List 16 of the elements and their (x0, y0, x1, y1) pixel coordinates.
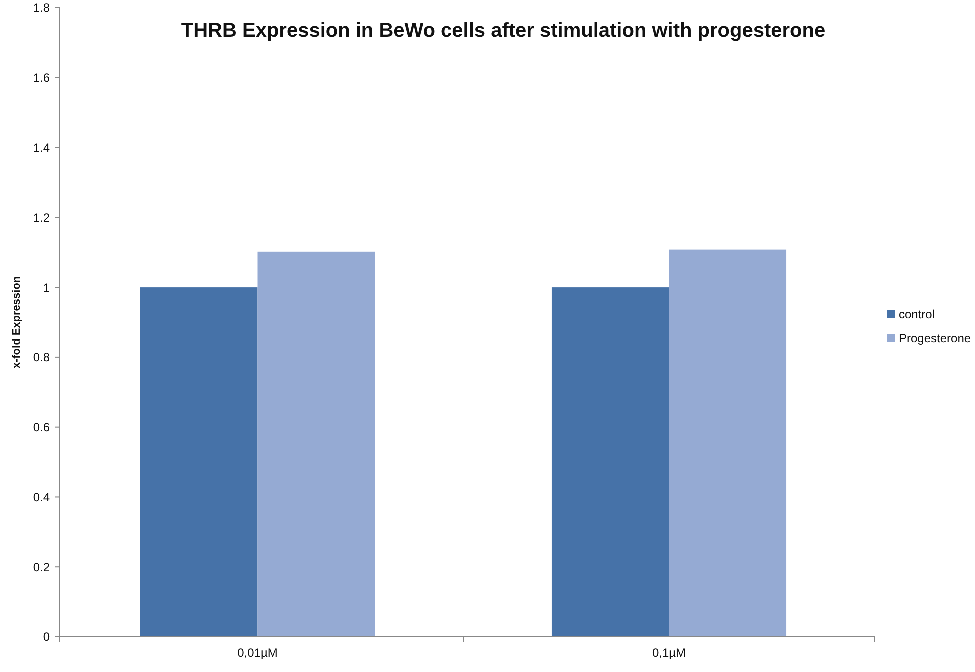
text: THRB Expression in BeWo cells after stimulation with progesterone (181, 20, 826, 42)
legend-label: control (899, 308, 936, 322)
y-tick-label: 0 (43, 630, 50, 644)
y-tick-label: 0.4 (33, 490, 50, 504)
y-tick-label: 0.2 (33, 560, 50, 574)
y-tick-label: 0.6 (33, 420, 50, 435)
y-tick-label: 1 (43, 280, 50, 295)
y-tick-label: 1.4 (33, 140, 50, 155)
y-axis-title: x-fold Expression (11, 276, 23, 369)
y-tick-label: 1.6 (33, 71, 50, 86)
y-tick-label: 1.8 (33, 1, 50, 16)
y-tick-label: 1.2 (33, 210, 50, 225)
x-tick-label: 0,01µM (238, 646, 278, 660)
legend-label: Progesterone (899, 332, 972, 346)
y-tick-label: 0.8 (33, 350, 50, 365)
x-tick-label: 0,1µM (652, 646, 686, 660)
